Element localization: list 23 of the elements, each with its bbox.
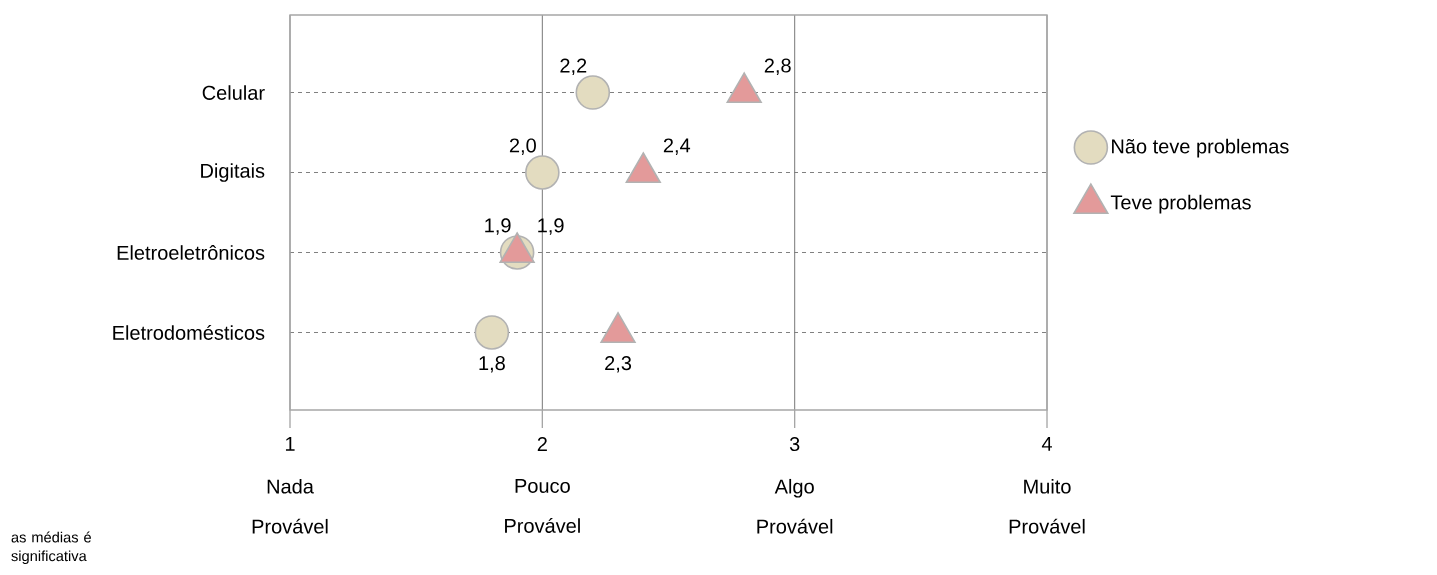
y-tick-label: Celular: [202, 85, 265, 100]
data-label: 2,2: [560, 58, 587, 75]
text: Muito Provável: [1009, 478, 1085, 534]
x-tick-label: 3: [789, 436, 800, 452]
y-tick-label: Eletrodomésticos: [113, 324, 265, 340]
legend-label: Não teve problemas: [1112, 138, 1289, 158]
data-label: 2,8: [764, 58, 791, 75]
data-label: 2,0: [509, 138, 536, 155]
y-tick-label: Eletroeletrônicos: [117, 245, 265, 260]
data-label: 1,9: [538, 218, 564, 235]
data-label: 2,4: [663, 138, 691, 155]
text: Algo Provável: [757, 478, 833, 534]
x-tick-label: 2: [537, 436, 547, 451]
text: Pouco Provável: [505, 478, 580, 533]
text: Nada Provável: [252, 478, 328, 534]
text: as médias é significativa: [11, 531, 91, 565]
data-label: 1,8: [479, 356, 505, 373]
data-label: 2,3: [605, 356, 632, 373]
x-tick-label: 4: [1041, 436, 1052, 451]
data-label: 1,9: [485, 218, 511, 235]
legend-label: Teve problemas: [1110, 194, 1251, 214]
y-tick-label: Digitais: [201, 163, 265, 182]
x-tick-label: 1: [285, 436, 295, 451]
